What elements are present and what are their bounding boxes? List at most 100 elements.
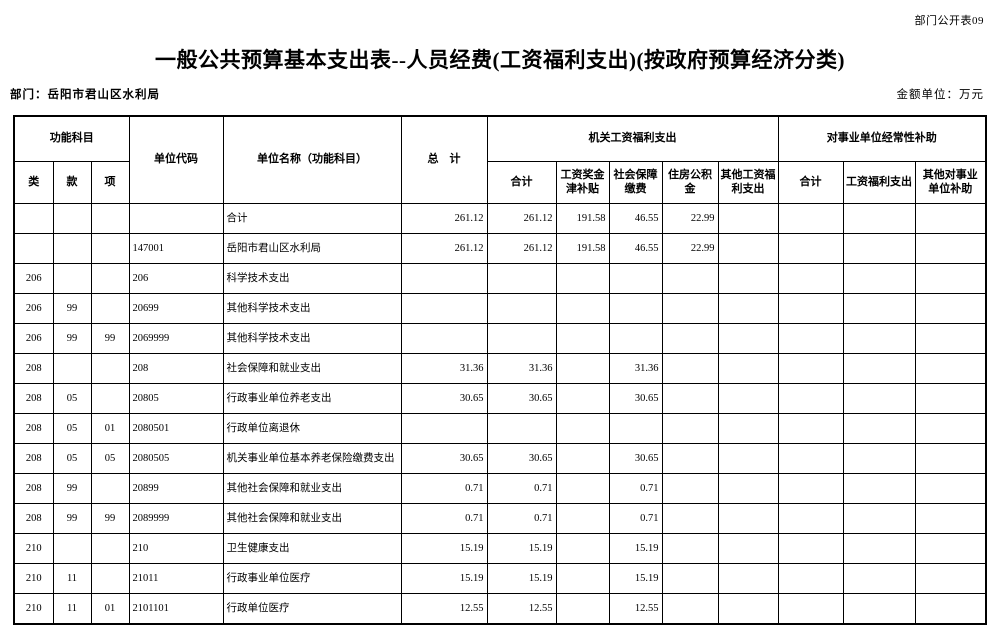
class-cell: 206: [13, 263, 54, 294]
gov-wage-bonus-cell: [555, 533, 610, 564]
header-gov-total: 合计: [486, 161, 557, 204]
section-cell: 99: [52, 473, 92, 504]
gov-housing-fund-cell: [661, 473, 719, 504]
inst-other-subsidy-cell: [914, 473, 987, 504]
unit-code-cell: 206: [128, 263, 224, 294]
table-row: 208 99 20899 其他社会保障和就业支出 0.71 0.71 0.71: [13, 473, 987, 504]
gov-other-wage-cell: [717, 473, 779, 504]
inst-total-cell: [777, 263, 844, 294]
gov-wage-bonus-cell: [555, 353, 610, 384]
gov-other-wage-cell: [717, 263, 779, 294]
table-body: 合计 261.12 261.12 191.58 46.55 22.99 147001 岳阳市君…: [13, 203, 987, 625]
gov-housing-fund-cell: 22.99: [661, 233, 719, 264]
gov-social-security-cell: 30.65: [608, 383, 663, 414]
unit-name-cell: 岳阳市君山区水利局: [222, 233, 402, 264]
table-row: 206 99 99 2069999 其他科学技术支出: [13, 323, 987, 354]
doc-code: 部门公开表09: [914, 15, 984, 27]
gov-other-wage-cell: [717, 293, 779, 324]
gov-total-cell: 0.71: [486, 503, 557, 534]
inst-other-subsidy-cell: [914, 413, 987, 444]
section-cell: [52, 203, 92, 234]
unit-code-cell: 21011: [128, 563, 224, 594]
gov-other-wage-cell: [717, 203, 779, 234]
unit-code-cell: 147001: [128, 233, 224, 264]
gov-total-cell: 30.65: [486, 383, 557, 414]
item-cell: [90, 293, 130, 324]
section-cell: 99: [52, 503, 92, 534]
amount-unit-label: 金额单位：万元: [896, 89, 984, 101]
gov-social-security-cell: 46.55: [608, 233, 663, 264]
header-gov-wage-group: 机关工资福利支出: [486, 115, 779, 162]
inst-total-cell: [777, 353, 844, 384]
inst-other-subsidy-cell: [914, 233, 987, 264]
class-cell: 208: [13, 383, 54, 414]
gov-wage-bonus-cell: [555, 263, 610, 294]
item-cell: [90, 563, 130, 594]
table-row: 208 05 05 2080505 机关事业单位基本养老保险缴费支出 30.65 30.65…: [13, 443, 987, 474]
header-inst-total: 合计: [777, 161, 844, 204]
gov-housing-fund-cell: 22.99: [661, 203, 719, 234]
item-cell: [90, 203, 130, 234]
gov-housing-fund-cell: [661, 533, 719, 564]
table-row: 210 11 21011 行政事业单位医疗 15.19 15.19 15.19: [13, 563, 987, 594]
header-grand-total: 总 计: [400, 115, 488, 204]
item-cell: [90, 383, 130, 414]
unit-name-cell: 社会保障和就业支出: [222, 353, 402, 384]
grand-total-cell: 30.65: [400, 383, 488, 414]
gov-social-security-cell: 46.55: [608, 203, 663, 234]
unit-code-cell: 2069999: [128, 323, 224, 354]
gov-wage-bonus-cell: [555, 293, 610, 324]
inst-wage-welfare-cell: [842, 443, 916, 474]
gov-total-cell: [486, 413, 557, 444]
header-unit-code: 单位代码: [128, 115, 224, 204]
header-class: 类: [13, 161, 54, 204]
gov-social-security-cell: 0.71: [608, 503, 663, 534]
class-cell: 206: [13, 293, 54, 324]
gov-other-wage-cell: [717, 233, 779, 264]
item-cell: [90, 263, 130, 294]
class-cell: 210: [13, 563, 54, 594]
gov-total-cell: 0.71: [486, 473, 557, 504]
gov-other-wage-cell: [717, 383, 779, 414]
gov-total-cell: 261.12: [486, 203, 557, 234]
table-row: 210 11 01 2101101 行政单位医疗 12.55 12.55 12.55: [13, 593, 987, 625]
header-gov-other-wage: 其他工资福利支出: [717, 161, 779, 204]
item-cell: 01: [90, 413, 130, 444]
header-unit-name: 单位名称（功能科目）: [222, 115, 402, 204]
inst-total-cell: [777, 593, 844, 625]
table-row: 208 99 99 2089999 其他社会保障和就业支出 0.71 0.71 0.71: [13, 503, 987, 534]
unit-name-cell: 行政单位医疗: [222, 593, 402, 625]
section-cell: [52, 353, 92, 384]
gov-other-wage-cell: [717, 353, 779, 384]
inst-other-subsidy-cell: [914, 443, 987, 474]
gov-housing-fund-cell: [661, 593, 719, 625]
unit-name-cell: 行政单位离退休: [222, 413, 402, 444]
class-cell: 208: [13, 413, 54, 444]
gov-social-security-cell: 0.71: [608, 473, 663, 504]
inst-other-subsidy-cell: [914, 593, 987, 625]
header-inst-wage-welfare: 工资福利支出: [842, 161, 916, 204]
gov-housing-fund-cell: [661, 323, 719, 354]
gov-other-wage-cell: [717, 443, 779, 474]
inst-total-cell: [777, 563, 844, 594]
unit-name-cell: 其他科学技术支出: [222, 293, 402, 324]
grand-total-cell: 30.65: [400, 443, 488, 474]
gov-housing-fund-cell: [661, 443, 719, 474]
header-item: 项: [90, 161, 130, 204]
unit-code-cell: 2080501: [128, 413, 224, 444]
gov-social-security-cell: [608, 293, 663, 324]
unit-name-cell: 其他社会保障和就业支出: [222, 473, 402, 504]
table-header: 功能科目 单位代码 单位名称（功能科目） 总 计 机关工资福利支出 对事业单位经…: [13, 115, 987, 204]
inst-total-cell: [777, 233, 844, 264]
gov-social-security-cell: [608, 413, 663, 444]
inst-wage-welfare-cell: [842, 383, 916, 414]
gov-housing-fund-cell: [661, 413, 719, 444]
gov-social-security-cell: 15.19: [608, 563, 663, 594]
inst-wage-welfare-cell: [842, 323, 916, 354]
grand-total-cell: 261.12: [400, 203, 488, 234]
gov-other-wage-cell: [717, 503, 779, 534]
unit-name-cell: 卫生健康支出: [222, 533, 402, 564]
inst-wage-welfare-cell: [842, 413, 916, 444]
page-title: 一般公共预算基本支出表--人员经费(工资福利支出)(按政府预算经济分类): [155, 48, 845, 72]
